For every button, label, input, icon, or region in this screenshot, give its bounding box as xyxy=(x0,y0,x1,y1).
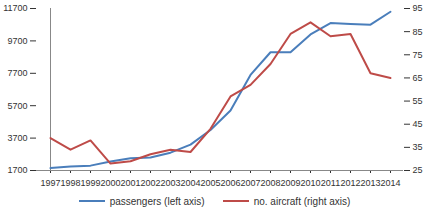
svg-text:2004: 2004 xyxy=(180,178,200,188)
svg-text:45: 45 xyxy=(413,119,423,129)
svg-text:2012: 2012 xyxy=(340,178,360,188)
svg-text:2008: 2008 xyxy=(260,178,280,188)
svg-text:2000: 2000 xyxy=(100,178,120,188)
svg-text:2002: 2002 xyxy=(140,178,160,188)
svg-text:85: 85 xyxy=(413,27,423,37)
svg-text:5700: 5700 xyxy=(7,101,27,111)
svg-text:11700: 11700 xyxy=(3,3,27,13)
svg-text:2009: 2009 xyxy=(280,178,300,188)
svg-text:2001: 2001 xyxy=(120,178,140,188)
svg-text:9700: 9700 xyxy=(7,36,27,46)
svg-text:2006: 2006 xyxy=(220,178,240,188)
svg-text:2007: 2007 xyxy=(240,178,260,188)
svg-text:1700: 1700 xyxy=(7,165,27,175)
svg-text:1997: 1997 xyxy=(40,178,60,188)
svg-text:55: 55 xyxy=(413,96,423,106)
svg-text:95: 95 xyxy=(413,3,423,13)
svg-text:35: 35 xyxy=(413,142,423,152)
svg-text:75: 75 xyxy=(413,50,423,60)
svg-text:2014: 2014 xyxy=(380,178,400,188)
svg-text:25: 25 xyxy=(413,165,423,175)
html-text:no. aircraft (right axis): no. aircraft (right axis) xyxy=(253,195,351,207)
html-text:passengers (left axis): passengers (left axis) xyxy=(109,195,205,207)
svg-text:2010: 2010 xyxy=(300,178,320,188)
svg-text:3700: 3700 xyxy=(7,133,27,143)
svg-text:2003: 2003 xyxy=(160,178,180,188)
svg-text:65: 65 xyxy=(413,73,423,83)
svg-text:7700: 7700 xyxy=(7,68,27,78)
svg-text:2005: 2005 xyxy=(200,178,220,188)
svg-text:2013: 2013 xyxy=(360,178,380,188)
svg-text:2011: 2011 xyxy=(321,178,340,188)
svg-text:1998: 1998 xyxy=(60,178,80,188)
svg-text:1999: 1999 xyxy=(80,178,100,188)
